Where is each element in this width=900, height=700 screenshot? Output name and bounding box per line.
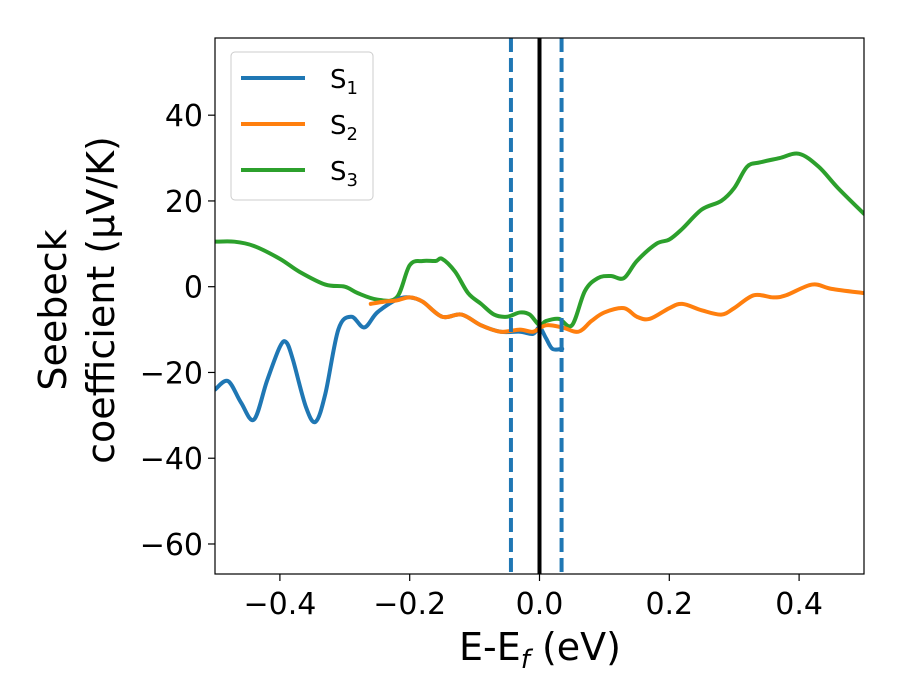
y-tick-label: −20 [140, 356, 203, 391]
legend-label-s3: S3 [330, 157, 358, 191]
y-tick-label: 0 [184, 271, 203, 306]
legend-label-s2: S2 [330, 111, 358, 145]
y-tick-label: −60 [140, 528, 203, 563]
x-tick-label: −0.2 [373, 587, 446, 622]
legend-label-s1: S1 [330, 65, 358, 99]
x-axis-title: E-Ef (eV) [459, 625, 621, 675]
series-line-s1 [215, 295, 565, 425]
x-tick-label: 0.2 [645, 587, 693, 622]
y-tick-label: −40 [140, 442, 203, 477]
legend: S1 S2 S3 [230, 51, 374, 201]
legend-entry-s2: S2 [241, 111, 358, 145]
legend-entry-s3: S3 [241, 157, 358, 191]
y-axis-title-line2: coefficient (μV/K) [79, 136, 123, 464]
y-axis: −60 −40 −20 0 20 40 [140, 99, 215, 563]
legend-entry-s1: S1 [241, 65, 358, 99]
x-tick-label: 0.0 [516, 587, 564, 622]
series-line-s2 [368, 282, 864, 334]
x-axis: −0.4 −0.2 0.0 0.2 0.4 [243, 574, 823, 622]
x-tick-label: −0.4 [243, 587, 316, 622]
vline-layer [508, 38, 564, 574]
y-tick-label: 20 [165, 185, 203, 220]
y-tick-label: 40 [165, 99, 203, 134]
y-axis-title-line1: Seebeck [31, 229, 75, 390]
x-tick-label: 0.4 [775, 587, 823, 622]
